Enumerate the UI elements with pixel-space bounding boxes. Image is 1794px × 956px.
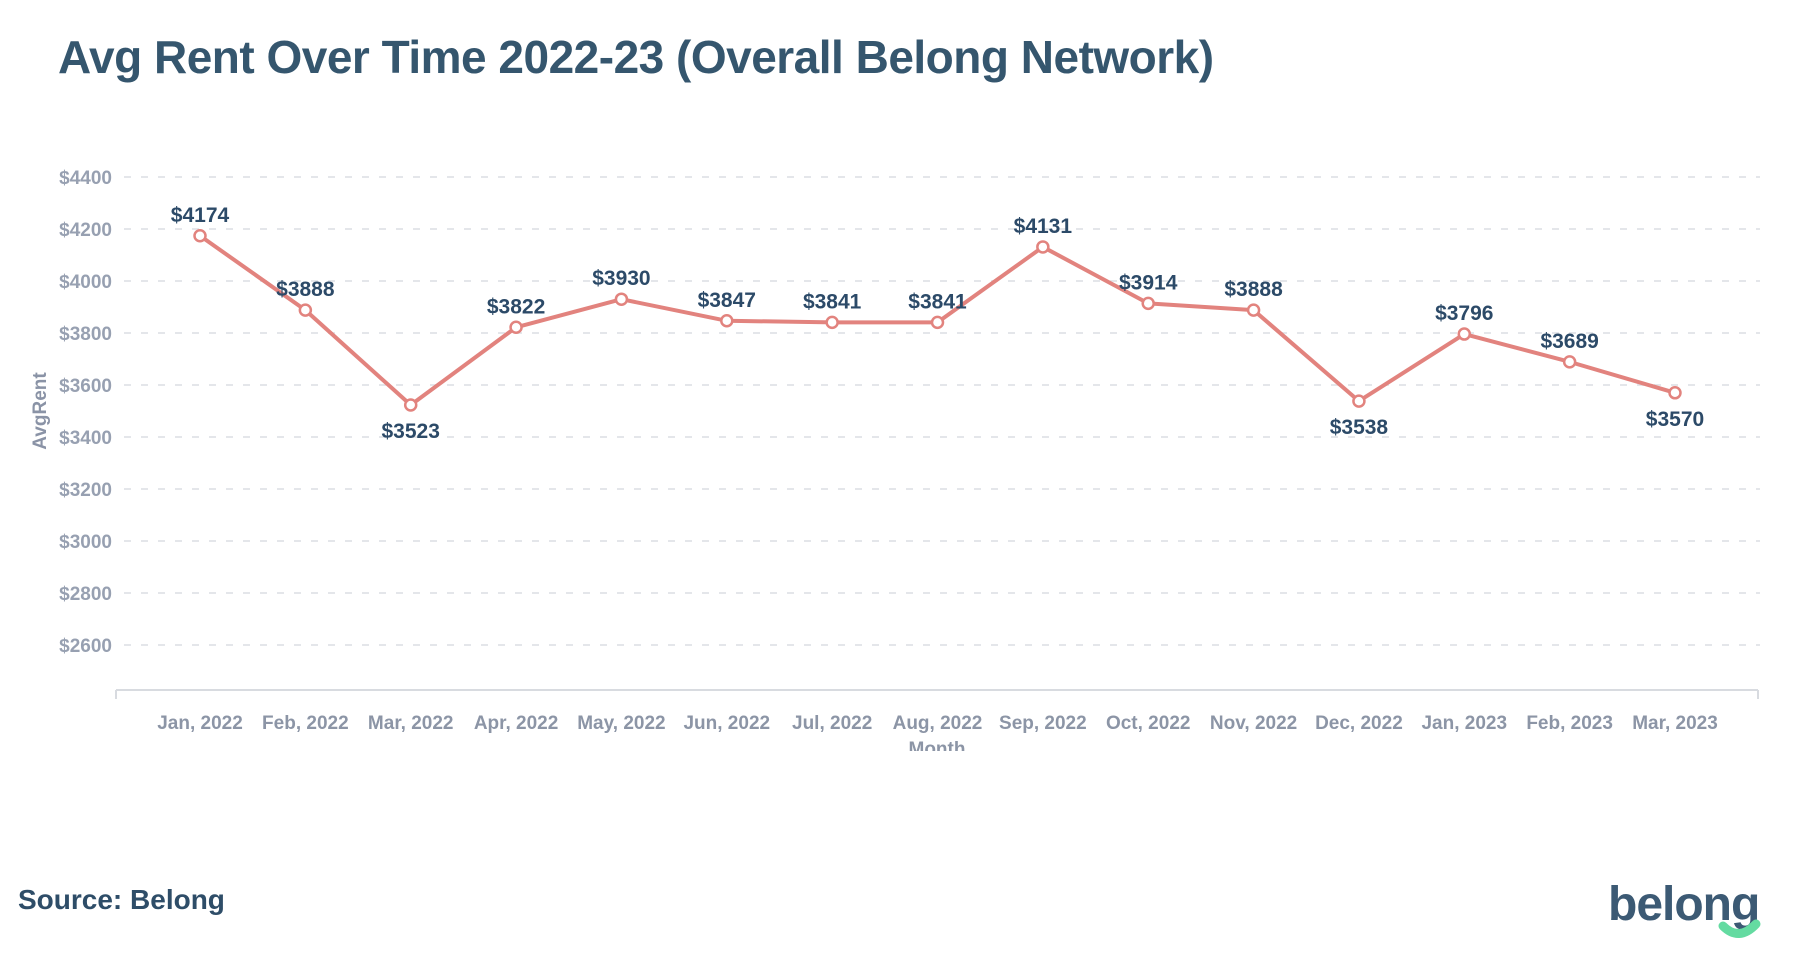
axis-layer: $2600 $2800 $3000 $3200 $3400 $3600 $3800 $4000… [59, 168, 1759, 734]
x-tick-label: Jan, 2022 [157, 713, 243, 734]
y-tick-label: $4400 [59, 168, 112, 189]
data-point-marker[interactable] [1352, 394, 1366, 408]
data-point-label: $3570 [1646, 408, 1704, 431]
y-tick-label: $3800 [59, 324, 112, 345]
x-tick-label: Feb, 2022 [262, 713, 349, 734]
data-point-marker[interactable] [1036, 240, 1050, 254]
data-point-marker[interactable] [193, 229, 207, 243]
y-tick-label: $2800 [59, 584, 112, 605]
belong-logo-graphic: belong [1608, 878, 1761, 938]
data-point-marker[interactable] [825, 315, 839, 330]
data-point-label: $3841 [803, 290, 862, 313]
x-tick-label: Jul, 2022 [792, 713, 872, 734]
data-point-label: $3888 [276, 278, 335, 301]
x-axis-line [115, 689, 1759, 699]
source-label: Source: Belong [18, 884, 225, 915]
chart-title: Avg Rent Over Time 2022-23 (Overall Belo… [58, 31, 1214, 83]
x-tick-label: Mar, 2023 [1632, 713, 1718, 734]
data-point-label: $3822 [487, 295, 545, 318]
data-point-marker[interactable] [1457, 327, 1472, 341]
data-point-marker[interactable] [614, 292, 629, 306]
data-point-marker[interactable] [1246, 303, 1261, 317]
x-tick-label: Dec, 2022 [1315, 713, 1403, 734]
x-axis-title-clipped: Month [909, 739, 966, 760]
y-tick-label: $3000 [59, 532, 112, 553]
x-tick-label: Sep, 2022 [999, 713, 1087, 734]
x-tick-label: Jan, 2023 [1421, 713, 1507, 734]
data-point-label: $4131 [1014, 215, 1073, 238]
data-point-marker[interactable] [1562, 355, 1577, 369]
data-point-label: $3689 [1540, 330, 1598, 353]
belong-logo: belong [1602, 866, 1778, 950]
x-tick-label: Feb, 2023 [1526, 713, 1613, 734]
y-tick-label: $4000 [59, 272, 112, 293]
belong-logo-text: belong [1608, 878, 1759, 931]
x-tick-label: Oct, 2022 [1106, 713, 1191, 734]
belong-logo-smile-icon [1718, 919, 1761, 938]
data-point-label: $3538 [1330, 416, 1389, 439]
data-point-label: $3523 [382, 420, 440, 443]
y-axis-title: AvgRent [30, 372, 51, 450]
x-tick-label: Aug, 2022 [893, 713, 983, 734]
data-point-label: $3847 [698, 289, 756, 312]
data-point-marker[interactable] [1141, 296, 1155, 311]
data-point-marker[interactable] [403, 398, 418, 412]
data-point-label: $3796 [1435, 302, 1493, 325]
data-point-marker[interactable] [1668, 386, 1682, 400]
data-point-label: $3841 [908, 290, 967, 313]
data-point-label: $3930 [592, 267, 650, 290]
x-tick-label: Apr, 2022 [474, 713, 559, 734]
data-point-marker[interactable] [509, 320, 523, 335]
x-tick-label: Mar, 2022 [368, 713, 454, 734]
series-layer: $4174 $3888 $3523 $3822 $3930 $3847 $3841 $3841… [171, 204, 1704, 443]
gridlines-layer [124, 176, 1760, 646]
y-tick-label: $4200 [59, 220, 112, 241]
x-tick-label: Jun, 2022 [683, 713, 770, 734]
data-point-label: $4174 [171, 204, 230, 227]
y-tick-label: $3200 [59, 480, 112, 501]
data-point-label: $3914 [1119, 271, 1178, 294]
data-point-marker[interactable] [930, 315, 945, 330]
y-tick-label: $2600 [59, 636, 112, 657]
y-tick-label: $3400 [59, 428, 112, 449]
data-point-marker[interactable] [298, 303, 313, 317]
x-tick-label: May, 2022 [577, 713, 665, 734]
data-point-marker[interactable] [720, 314, 734, 328]
x-tick-label: Nov, 2022 [1210, 713, 1297, 734]
y-tick-label: $3600 [59, 376, 112, 397]
data-point-label: $3888 [1224, 278, 1283, 301]
